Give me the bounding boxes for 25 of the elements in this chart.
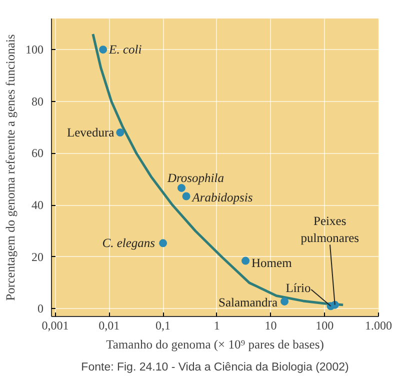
annotation: Lírio bbox=[286, 281, 311, 296]
x-tick-label: 1.000 bbox=[365, 318, 392, 332]
x-tick-label: 0,001 bbox=[42, 318, 69, 332]
annotation: E. coli bbox=[108, 42, 142, 57]
y-tick-label: 100 bbox=[26, 42, 44, 57]
annotation: Salamandra bbox=[218, 295, 278, 310]
x-tick-label: 0,01 bbox=[98, 318, 120, 332]
x-tick-label: 10 bbox=[264, 318, 277, 332]
annotation: Peixes pulmonares bbox=[300, 214, 360, 245]
y-tick-label: 60 bbox=[32, 146, 44, 160]
x-tick-label: 1 bbox=[214, 318, 220, 332]
x-tick-label: 0,1 bbox=[156, 318, 171, 332]
y-tick-label: 20 bbox=[32, 250, 44, 264]
y-tick-label: 80 bbox=[32, 94, 44, 108]
y-axis-title: Porcentagem do genoma referente a genes funcionais bbox=[4, 34, 18, 301]
annotation: Arabidopsis bbox=[191, 190, 253, 204]
source-note: Fonte: Fig. 24.10 - Vida a Ciência da Biologia (2002) bbox=[81, 362, 349, 374]
annotation: C. elegans bbox=[102, 236, 156, 250]
x-axis-title: Tamanho do genoma (× 10⁹ pares de bases) bbox=[106, 338, 324, 352]
x-tick-label: 100 bbox=[316, 318, 334, 332]
annotation: Drosophila bbox=[166, 170, 224, 185]
annotation: Homem bbox=[252, 256, 292, 270]
y-tick-label: 0 bbox=[38, 302, 44, 316]
annotation: Levedura bbox=[66, 126, 115, 140]
y-tick-label: 40 bbox=[32, 198, 44, 212]
